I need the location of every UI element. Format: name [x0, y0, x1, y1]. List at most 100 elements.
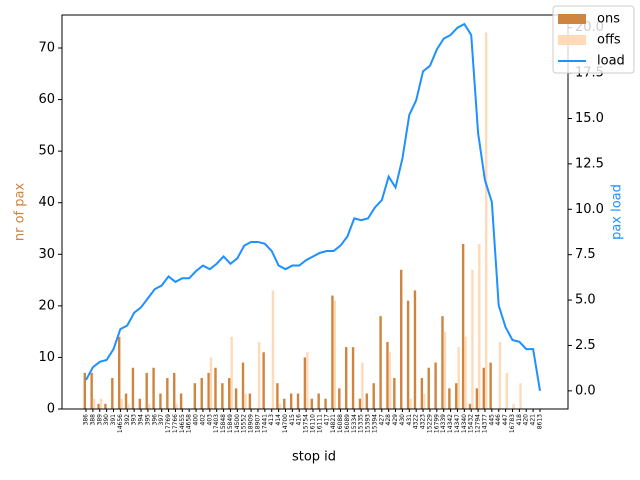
bar	[228, 378, 231, 409]
x-tick-label: 386	[83, 414, 90, 426]
bar	[448, 388, 451, 409]
x-tick-label: 15229	[426, 414, 433, 433]
bar	[179, 393, 183, 409]
bar	[317, 393, 320, 409]
bar	[512, 403, 515, 409]
bar	[271, 290, 275, 409]
x-tick-label: 16088	[337, 414, 344, 433]
bar	[117, 336, 121, 409]
x-tick-label: 397	[158, 414, 165, 426]
x-tick-label: 430	[399, 414, 406, 426]
bar	[478, 243, 481, 409]
bar	[427, 367, 430, 409]
bar	[406, 300, 410, 409]
y2-axis-label: pax load	[610, 184, 625, 240]
bar	[175, 403, 178, 409]
x-tick-label: 14656	[117, 414, 124, 433]
y-tick-label: 10	[38, 350, 55, 365]
bar	[351, 347, 355, 409]
bar	[83, 372, 86, 409]
legend-label: load	[597, 54, 625, 69]
bar	[413, 290, 417, 409]
y-tick-label: 70	[38, 41, 55, 56]
bar	[338, 388, 341, 409]
x-tick-label: 431	[406, 414, 413, 426]
bar	[310, 398, 313, 409]
legend-label: ons	[597, 12, 620, 27]
x-tick-label: 415	[289, 414, 296, 426]
bar	[365, 393, 369, 409]
bar	[257, 341, 261, 409]
bar	[331, 295, 334, 409]
bar	[90, 372, 93, 409]
bar	[230, 336, 233, 409]
x-tick-label: 14821	[330, 414, 337, 433]
x-tick-label: 14377	[481, 414, 488, 433]
bar	[131, 367, 135, 409]
bar	[234, 388, 238, 409]
bar	[278, 403, 282, 409]
bar	[361, 362, 364, 409]
x-tick-label: 14340	[461, 414, 468, 433]
bar	[111, 378, 114, 409]
bar	[434, 362, 437, 409]
y-tick-label: 60	[38, 92, 55, 107]
bar	[214, 367, 217, 409]
x-tick-label: 14700	[282, 414, 289, 433]
bar	[393, 378, 396, 409]
bar	[296, 393, 300, 409]
bar	[104, 403, 107, 409]
y-tick-label: 0	[47, 402, 55, 417]
x-tick-label: 16089	[344, 414, 351, 433]
y-axis-label: nr of pax	[13, 183, 28, 242]
y2-tick-label: 7.5	[575, 247, 596, 262]
bar	[173, 372, 176, 409]
bar	[443, 331, 447, 409]
bar	[489, 362, 492, 409]
x-tick-label: 15394	[371, 414, 378, 433]
plot-frame	[61, 14, 569, 410]
bar	[241, 362, 245, 409]
x-tick-label: 393	[131, 414, 138, 426]
bar	[379, 316, 382, 409]
bar	[358, 398, 362, 409]
bar	[423, 393, 426, 409]
y-tick-label: 50	[38, 144, 55, 159]
x-tick-label: 391	[110, 414, 117, 426]
x-tick-label: 402	[199, 414, 206, 426]
y2-tick-label: 2.5	[575, 338, 596, 353]
x-tick-label: 14347	[454, 414, 461, 433]
x-tick-label: 445	[488, 414, 495, 426]
bar	[207, 372, 210, 409]
bar	[303, 357, 307, 409]
legend-swatch	[558, 14, 586, 24]
x-tick-label: 16111	[316, 414, 323, 433]
bar	[200, 378, 203, 409]
bar	[127, 403, 130, 409]
x-tick-label: 428	[385, 414, 392, 426]
y-tick-label: 20	[38, 298, 55, 313]
x-tick-label: 16783	[509, 414, 516, 433]
x-tick-label: 395	[144, 414, 151, 426]
x-tick-label: 416	[296, 414, 303, 426]
bar	[484, 32, 488, 410]
x-tick-label: 392	[124, 414, 131, 426]
x-tick-label: 8613	[537, 414, 544, 429]
bar	[193, 383, 197, 409]
bar	[159, 393, 162, 409]
x-tick-label: 394	[138, 414, 145, 426]
x-tick-label: 403	[206, 414, 213, 426]
x-tick-label: 15849	[227, 414, 234, 433]
y2-tick-label: 5.0	[575, 293, 596, 308]
bar	[138, 398, 142, 409]
bar	[372, 383, 375, 409]
x-tick-label: 17441	[261, 414, 268, 433]
x-tick-label: 12794	[475, 414, 482, 433]
y-tick-label: 30	[38, 247, 55, 262]
bar	[120, 398, 123, 409]
x-tick-label: 17403	[213, 414, 220, 433]
bar	[455, 383, 458, 409]
bar	[386, 341, 389, 409]
x-tick-label: 15393	[365, 414, 372, 433]
